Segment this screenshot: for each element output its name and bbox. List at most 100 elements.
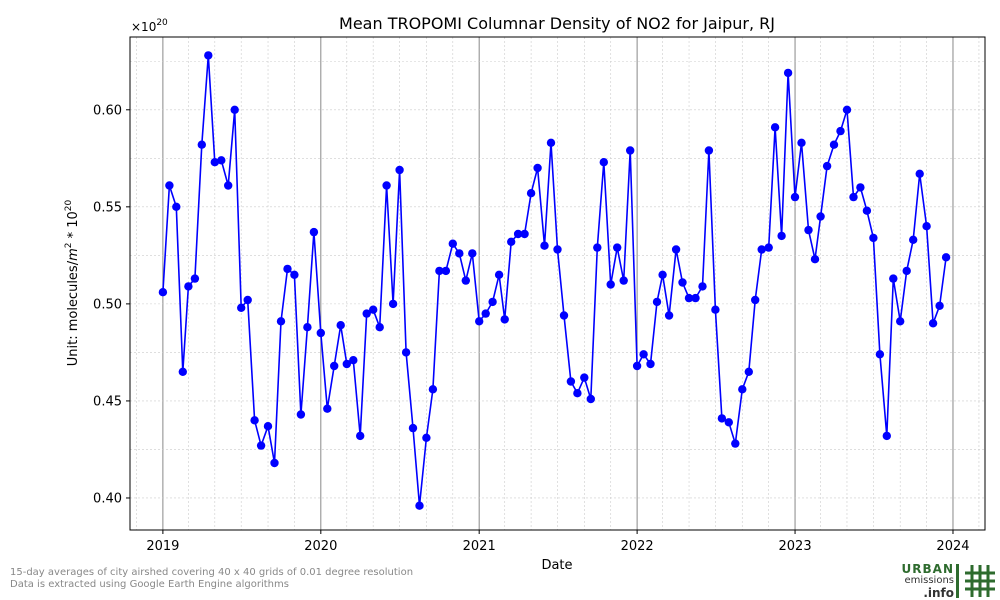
data-point <box>777 231 786 241</box>
data-point <box>909 235 918 244</box>
data-point <box>369 305 378 314</box>
data-point <box>507 237 516 246</box>
data-point <box>494 270 504 279</box>
y-tick-label: 0.40 <box>93 491 122 506</box>
data-point <box>928 319 938 328</box>
data-point <box>270 458 279 468</box>
data-point <box>441 266 451 276</box>
data-point <box>790 192 800 202</box>
data-point <box>316 328 325 338</box>
series-line <box>162 54 947 507</box>
data-point <box>408 423 418 433</box>
data-point <box>362 309 371 318</box>
y-tick-label: 0.45 <box>93 394 122 409</box>
data-point <box>882 431 891 441</box>
data-point <box>731 439 740 448</box>
logo-text-urban: URBAN <box>901 562 954 576</box>
data-point <box>671 245 681 254</box>
y-tick-label: 0.60 <box>93 103 122 118</box>
data-point <box>323 404 332 413</box>
y-axis: 0.40 0.45 0.50 0.55 0.60 <box>93 103 130 506</box>
series-line-path <box>162 54 947 507</box>
data-point <box>639 350 648 359</box>
data-point <box>902 266 911 276</box>
data-point <box>526 189 536 198</box>
data-point <box>375 323 384 332</box>
data-point <box>401 348 411 357</box>
data-point <box>751 295 760 305</box>
urbanemissions-logo: URBAN emissions .info <box>898 562 998 600</box>
y-tick-label: 0.55 <box>93 200 122 215</box>
x-tick-label: 2021 <box>463 539 496 554</box>
data-point <box>896 317 905 326</box>
data-point <box>619 276 628 285</box>
data-point <box>862 206 872 215</box>
data-point <box>915 169 924 178</box>
data-point <box>573 389 582 398</box>
data-point <box>382 181 391 190</box>
data-point <box>263 422 273 431</box>
data-point <box>296 410 306 419</box>
data-point <box>816 212 825 221</box>
data-point <box>889 274 898 283</box>
data-point <box>342 359 351 369</box>
data-point <box>546 138 556 147</box>
data-point <box>468 249 477 258</box>
data-point <box>283 264 292 274</box>
data-point <box>711 305 720 314</box>
data-point <box>559 311 569 320</box>
grid-hash-icon <box>965 565 995 597</box>
axis-offset-label: ×1020 <box>131 18 168 34</box>
x-axis-label: Date <box>541 558 572 573</box>
data-point <box>435 266 444 276</box>
data-point <box>237 303 246 312</box>
data-point <box>658 270 667 279</box>
data-point <box>172 202 181 211</box>
data-point <box>684 293 694 303</box>
data-point <box>586 394 595 404</box>
data-point <box>395 165 404 175</box>
data-point <box>388 299 398 309</box>
data-point <box>744 367 753 376</box>
data-point <box>599 158 608 167</box>
data-point <box>520 229 529 239</box>
data-point <box>488 297 497 307</box>
data-point <box>678 278 687 287</box>
data-point <box>290 270 299 279</box>
data-point <box>178 367 187 376</box>
data-point <box>849 192 858 202</box>
data-point <box>250 416 259 425</box>
data-point <box>717 414 727 423</box>
data-point <box>691 293 700 303</box>
data-point <box>190 274 200 283</box>
data-point <box>836 126 845 136</box>
data-point <box>448 239 457 248</box>
chart-title: Mean TROPOMI Columnar Density of NO2 for… <box>339 14 775 33</box>
data-point <box>646 359 655 369</box>
data-point <box>276 317 286 326</box>
x-tick-label: 2020 <box>304 539 337 554</box>
x-tick-label: 2022 <box>621 539 654 554</box>
data-point <box>309 227 319 237</box>
data-point <box>724 418 733 427</box>
x-axis: 2019 2020 2021 2022 2023 2024 <box>146 530 970 554</box>
data-point <box>856 183 865 192</box>
data-point <box>428 385 438 394</box>
data-point <box>455 249 464 258</box>
data-point <box>804 225 813 235</box>
data-point <box>664 311 674 320</box>
data-point <box>810 255 820 264</box>
grid <box>130 37 985 530</box>
data-point <box>356 431 365 441</box>
data-point <box>566 377 576 386</box>
data-point <box>533 163 542 173</box>
x-tick-label: 2024 <box>936 539 969 554</box>
logo-text-info: .info <box>923 586 954 600</box>
data-point <box>303 323 312 332</box>
data-point <box>704 146 714 155</box>
data-point <box>475 317 484 326</box>
logo-divider <box>956 564 959 598</box>
data-point <box>224 181 233 190</box>
data-point <box>461 276 470 285</box>
data-point <box>764 243 773 252</box>
